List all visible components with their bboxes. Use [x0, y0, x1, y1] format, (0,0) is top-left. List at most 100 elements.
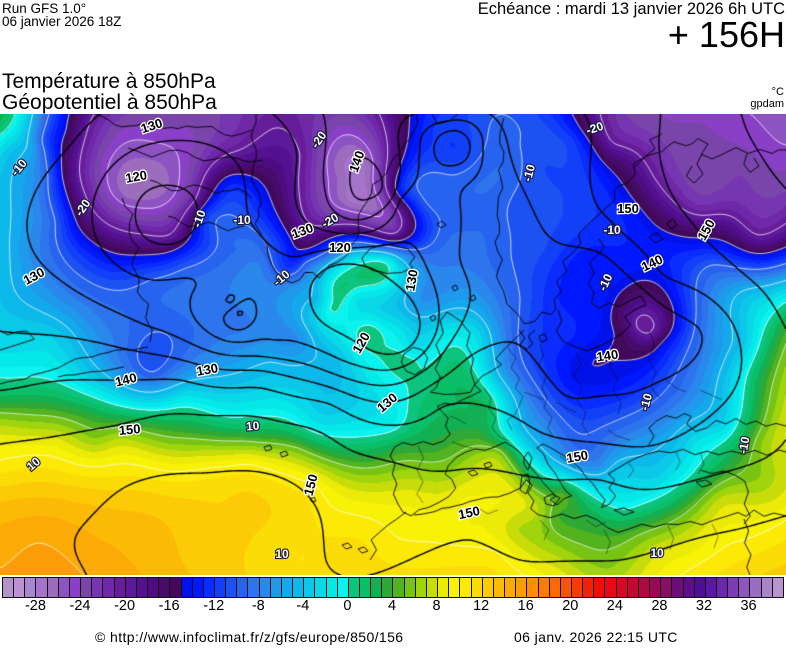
scale-cell--2: [326, 578, 338, 597]
scale-cell--1: [337, 578, 349, 597]
scale-cell-25: [627, 578, 639, 597]
scale-cell--12: [214, 578, 227, 597]
scale-cell-11: [471, 578, 483, 597]
echeance-label: Echéance : mardi 13 janvier 2026 6h UTC: [477, 0, 785, 18]
scale-cell-10: [460, 578, 472, 597]
contour-label-geopotential-150: 150: [301, 472, 321, 497]
scale-cell-2: [371, 578, 383, 597]
scale-cell-29: [672, 578, 684, 597]
contour-label-temperature--10: -10: [736, 435, 753, 455]
scale-tick--28: -28: [24, 598, 46, 614]
contour-label-temperature--10: -10: [520, 162, 538, 183]
scale-cell--31: [3, 578, 15, 597]
scale-cell--5: [293, 578, 305, 597]
contour-label-geopotential-150: 150: [617, 201, 639, 216]
contour-label-temperature-10: 10: [275, 547, 289, 561]
contour-label-temperature--10: -10: [603, 223, 621, 237]
copyright-text: © http://www.infoclimat.fr/z/gfs/europe/…: [95, 629, 404, 645]
contour-label-temperature--20: -20: [319, 210, 341, 231]
contour-label-temperature-10: 10: [650, 546, 664, 560]
scale-cell--15: [181, 578, 193, 597]
scale-cell-18: [549, 578, 561, 597]
scale-cell-15: [516, 578, 528, 597]
scale-cell-35: [739, 578, 751, 597]
generation-datetime: 06 janv. 2026 22:15 UTC: [514, 629, 678, 645]
scale-cell--16: [170, 578, 182, 597]
contour-label-temperature--20: -20: [72, 196, 94, 219]
forecast-info: Echéance : mardi 13 janvier 2026 6h UTC …: [478, 0, 785, 56]
scale-cell--27: [47, 578, 59, 597]
contour-label-geopotential-120: 120: [349, 330, 373, 356]
scale-cell--9: [248, 578, 260, 597]
scale-tick--8: -8: [251, 598, 265, 614]
scale-tick--16: -16: [158, 598, 180, 614]
scale-tick-20: 20: [562, 598, 579, 614]
scale-cell-19: [560, 578, 572, 597]
scale-cell-0: [348, 578, 360, 597]
contour-label-geopotential-140: 140: [596, 347, 620, 365]
contour-label-geopotential-140: 140: [346, 149, 368, 175]
scale-tick--20: -20: [114, 598, 136, 614]
contour-label-geopotential-150: 150: [565, 447, 589, 466]
scale-tick-32: 32: [695, 598, 713, 614]
scale-tick-16: 16: [517, 598, 534, 614]
units: °C gpdam: [750, 86, 784, 110]
scale-cell-9: [449, 578, 461, 597]
contour-label-geopotential-130: 130: [402, 268, 421, 292]
contour-labels: 130 120 130 130 140 120 120 130 140 130 150 150 130 1…: [7, 114, 754, 562]
title-geopotential: Géopotentiel à 850hPa: [2, 90, 217, 114]
scale-cell--30: [14, 578, 26, 597]
scale-cell--17: [159, 578, 171, 597]
scale-cell-20: [571, 578, 584, 597]
scale-cell-1: [360, 578, 372, 597]
contour-label-geopotential-150: 150: [118, 421, 141, 438]
scale-cell-22: [594, 578, 606, 597]
scale-cell-30: [683, 578, 695, 597]
scale-tick-0: 0: [343, 598, 352, 614]
scale-cell--22: [103, 578, 115, 597]
scale-cell-36: [750, 578, 762, 597]
scale-cell-24: [616, 578, 628, 597]
scale-tick-36: 36: [740, 598, 757, 614]
scale-cell--29: [25, 578, 37, 597]
scale-cell-34: [728, 578, 740, 597]
scale-cell-27: [650, 578, 662, 597]
scale-cell-23: [605, 578, 617, 597]
color-scale-ticks: -28 -24 -20 -16 -12 -8 -4 0 4 8 12 16 20 24 28 32 36: [2, 598, 782, 614]
scale-cell--20: [125, 578, 137, 597]
run-date: 06 janvier 2026 18Z: [2, 14, 122, 29]
contour-label-temperature--20: -20: [308, 128, 330, 151]
scale-cell--10: [237, 578, 249, 597]
contour-label-geopotential-130: 130: [290, 220, 316, 242]
contour-label-geopotential-130: 130: [139, 115, 164, 136]
contour-label-temperature--10: -10: [595, 271, 615, 293]
scale-cell--18: [148, 578, 160, 597]
scale-cell-16: [527, 578, 539, 597]
scale-tick-12: 12: [473, 598, 490, 614]
scale-cell-13: [493, 578, 506, 597]
scale-cell--4: [304, 578, 316, 597]
scale-cell-8: [438, 578, 450, 597]
scale-cell--11: [226, 578, 238, 597]
scale-cell-14: [505, 578, 517, 597]
scale-cell--8: [259, 578, 271, 597]
contour-label-temperature-10: 10: [24, 454, 43, 474]
title-temperature: Température à 850hPa: [2, 70, 216, 93]
scale-cell-33: [717, 578, 729, 597]
contour-label-geopotential-120: 120: [329, 240, 351, 255]
scale-cell--24: [81, 578, 93, 597]
contour-label-geopotential-130: 130: [374, 390, 400, 415]
scale-cell--26: [58, 578, 70, 597]
contour-label-geopotential-140: 140: [639, 252, 665, 275]
scale-cell--28: [36, 578, 48, 597]
scale-cell-7: [426, 578, 439, 597]
scale-cell-3: [382, 578, 394, 597]
scale-cell-6: [415, 578, 427, 597]
contour-label-geopotential-150: 150: [694, 217, 718, 243]
scale-cell-26: [638, 578, 651, 597]
scale-cell-31: [694, 578, 706, 597]
scale-cell-38: [772, 578, 783, 597]
unit-geopotential: gpdam: [750, 98, 784, 110]
scale-cell-21: [583, 578, 595, 597]
